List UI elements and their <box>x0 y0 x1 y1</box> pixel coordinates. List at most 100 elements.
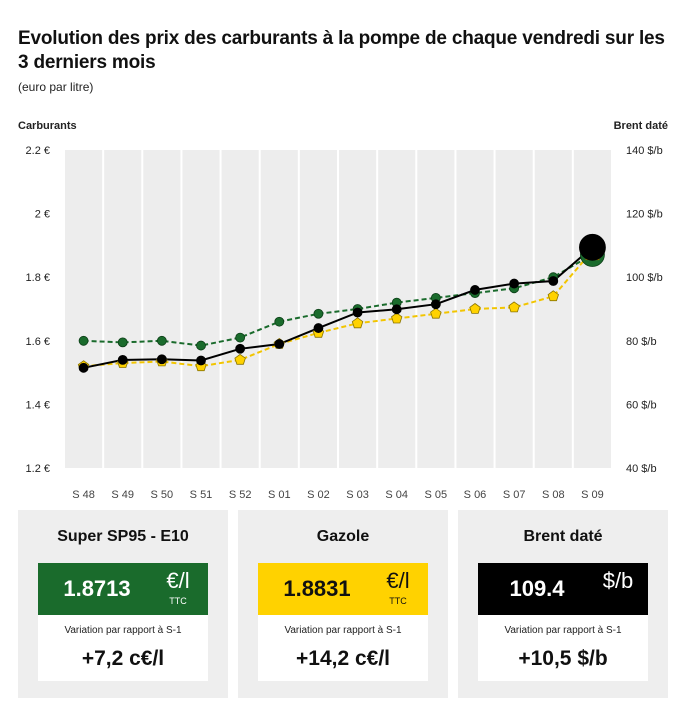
x-tick-label: S 51 <box>190 489 213 501</box>
x-tick-label: S 48 <box>72 489 95 501</box>
left-tick-label: 1.8 € <box>26 272 50 284</box>
data-point-brent <box>156 354 167 365</box>
x-tick-label: S 07 <box>503 489 526 501</box>
data-point-brent <box>274 339 285 349</box>
left-axis-ticks: 1.2 € 1.4 € 1.6 € 1.8 € 2 € 2.2 € <box>26 145 50 475</box>
right-tick-label: 60 $/b <box>626 399 657 411</box>
series-line-gazole <box>83 250 594 368</box>
left-tick-label: 1.4 € <box>26 399 50 411</box>
summary-cards: Super SP95 - E10 1.8713 €/l TTC Variatio… <box>18 510 668 698</box>
grid-band <box>182 150 220 468</box>
x-tick-label: S 08 <box>542 489 565 501</box>
grid-band <box>573 150 611 468</box>
grid-band <box>143 150 181 468</box>
value-box: 1.8713 €/l TTC <box>38 563 208 615</box>
series-line-sp95 <box>83 253 593 347</box>
data-point-sp95 <box>156 335 167 346</box>
data-point-brent <box>117 354 128 365</box>
data-point-brent <box>470 285 480 295</box>
x-tick-label: S 01 <box>268 489 291 501</box>
x-tick-label: S 50 <box>151 489 174 501</box>
data-point-sp95 <box>313 308 324 319</box>
card-gazole: Gazole 1.8831 €/l TTC Variation par rapp… <box>238 510 448 698</box>
price-unit: €/l <box>386 568 410 593</box>
right-axis-ticks: 40 $/b 60 $/b 80 $/b 100 $/b 120 $/b 140 $/b <box>626 145 663 475</box>
grid-bands <box>65 150 611 468</box>
data-point-sp95 <box>78 335 89 346</box>
series-line-brent <box>83 246 594 369</box>
data-point-brent <box>579 233 606 261</box>
data-point-sp95 <box>274 316 285 327</box>
data-point-brent <box>548 276 559 286</box>
left-tick-label: 2.2 € <box>26 145 50 157</box>
series-markers <box>77 233 606 373</box>
x-tick-label: S 09 <box>581 489 604 501</box>
x-tick-label: S 03 <box>346 489 369 501</box>
grid-band <box>104 150 142 468</box>
data-point-brent <box>196 355 206 366</box>
series-lines <box>83 246 594 369</box>
variation-box: Variation par rapport à S-1 +14,2 c€/l <box>258 615 428 681</box>
price-value: 1.8831 <box>283 576 351 601</box>
data-point-gazole <box>430 307 442 319</box>
data-point-gazole <box>469 303 481 314</box>
ttc-label: TTC <box>169 596 187 606</box>
grid-band <box>260 150 298 468</box>
value-box: 109.4 $/b <box>478 563 648 615</box>
data-point-gazole <box>508 301 520 313</box>
data-point-sp95 <box>196 340 206 351</box>
grid-band <box>221 150 259 468</box>
data-point-gazole <box>234 353 246 365</box>
right-tick-label: 40 $/b <box>626 463 657 475</box>
x-axis-ticks: S 48 S 49 S 50 S 51 S 52 S 01 S 02 S 03 S 04 S 05… <box>72 489 603 501</box>
variation-value: +7,2 c€/l <box>81 647 165 670</box>
card-title: Super SP95 - E10 <box>57 528 189 545</box>
variation-label: Variation par rapport à S-1 <box>64 625 182 636</box>
right-tick-label: 120 $/b <box>626 209 663 221</box>
data-point-gazole <box>547 290 559 302</box>
data-point-brent <box>430 299 441 310</box>
card-title: Gazole <box>316 528 370 545</box>
x-tick-label: S 49 <box>111 489 134 501</box>
price-unit: $/b <box>602 568 634 593</box>
variation-box: Variation par rapport à S-1 +7,2 c€/l <box>38 615 208 681</box>
chart-title: Evolution des prix des carburants à la p… <box>18 28 665 73</box>
left-axis-title: Carburants <box>18 120 77 132</box>
price-unit: €/l <box>166 568 190 593</box>
data-point-gazole <box>351 317 364 329</box>
right-axis-title: Brent daté <box>613 120 668 132</box>
right-tick-label: 140 $/b <box>626 145 663 157</box>
right-tick-label: 100 $/b <box>626 272 663 284</box>
left-tick-label: 1.2 € <box>26 463 50 475</box>
variation-box: Variation par rapport à S-1 +10,5 $/b <box>478 615 648 681</box>
data-point-sp95 <box>117 337 128 348</box>
data-point-brent <box>509 278 520 289</box>
data-point-sp95 <box>235 332 246 343</box>
x-tick-label: S 05 <box>425 489 448 501</box>
price-chart: 1.2 € 1.4 € 1.6 € 1.8 € 2 € 2.2 € 40 $/b 60 $/… <box>26 145 663 501</box>
grid-band <box>534 150 572 468</box>
price-value: 109.4 <box>509 576 565 601</box>
data-point-brent <box>78 362 89 373</box>
variation-value: +10,5 $/b <box>518 647 608 670</box>
variation-value: +14,2 c€/l <box>296 647 390 670</box>
card-sp95: Super SP95 - E10 1.8713 €/l TTC Variatio… <box>18 510 228 698</box>
x-tick-label: S 02 <box>307 489 330 501</box>
x-tick-label: S 06 <box>464 489 487 501</box>
data-point-brent <box>313 323 324 333</box>
variation-label: Variation par rapport à S-1 <box>504 625 622 636</box>
data-point-brent <box>391 304 402 315</box>
grid-band <box>65 150 103 468</box>
chart-subtitle: (euro par litre) <box>18 80 94 94</box>
ttc-label: TTC <box>389 596 407 606</box>
left-tick-label: 1.6 € <box>26 336 50 348</box>
data-point-brent <box>352 307 363 318</box>
value-box: 1.8831 €/l TTC <box>258 563 428 615</box>
data-point-brent <box>235 343 246 354</box>
variation-label: Variation par rapport à S-1 <box>284 625 402 636</box>
data-point-gazole <box>391 312 403 324</box>
card-title: Brent daté <box>523 528 603 545</box>
right-tick-label: 80 $/b <box>626 336 657 348</box>
card-brent: Brent daté 109.4 $/b Variation par rappo… <box>458 510 668 698</box>
price-value: 1.8713 <box>63 576 131 601</box>
